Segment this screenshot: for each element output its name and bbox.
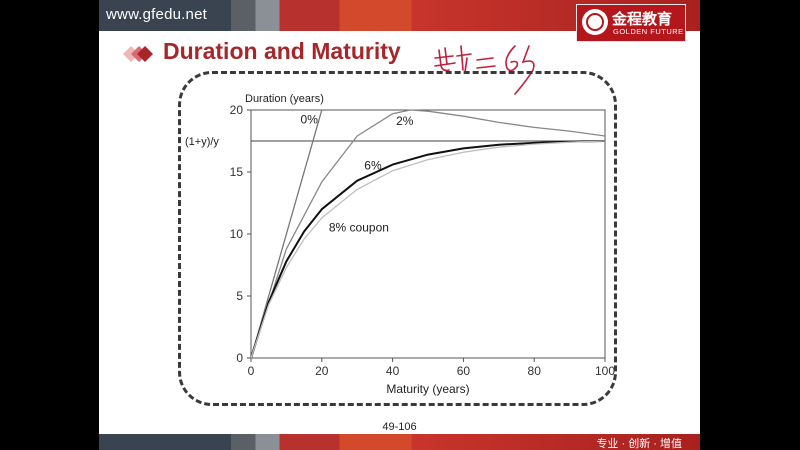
page-number: 49-106 <box>382 421 417 433</box>
y-tick-label: 0 <box>236 351 243 365</box>
series-label-1: 2% <box>396 114 414 128</box>
brand-logo: 金程教育 GOLDEN FUTURE <box>576 4 686 42</box>
series-line-2 <box>250 140 606 359</box>
y-tick-label: 20 <box>230 103 244 117</box>
bottom-banner: 专业 · 创新 · 增值 <box>99 434 700 450</box>
x-tick-label: 40 <box>386 364 400 378</box>
x-tick-label: 100 <box>595 364 615 378</box>
slide: www.gfedu.net 金程教育 GOLDEN FUTURE Duratio… <box>99 0 700 450</box>
series-line-3 <box>250 140 606 359</box>
logo-chinese-name: 金程教育 <box>612 11 673 28</box>
x-tick-label: 80 <box>528 364 542 378</box>
x-tick-label: 20 <box>315 364 329 378</box>
series-line-1 <box>250 109 606 359</box>
duration-maturity-chart: 0 20 40 60 80 100 0 5 10 15 20 (1+y)/y Duration (yea… <box>185 93 615 396</box>
logo-english-name: GOLDEN FUTURE <box>613 27 684 36</box>
logo-seal-icon <box>582 9 608 35</box>
chart-frame <box>178 71 617 406</box>
y-tick-label: 15 <box>230 165 244 179</box>
series-label-3: 8% coupon <box>329 221 389 235</box>
asymptote-label: (1+y)/y <box>185 136 219 148</box>
slide-title: Duration and Maturity <box>163 38 401 64</box>
handwritten-annotation <box>434 45 535 95</box>
x-axis-label: Maturity (years) <box>386 382 469 396</box>
x-tick-label: 0 <box>248 364 255 378</box>
series-label-0: 0% <box>301 113 319 127</box>
diamond-bullet-icon <box>123 46 153 62</box>
series-line-0 <box>250 109 323 359</box>
site-url[interactable]: www.gfedu.net <box>106 6 207 23</box>
series-label-2: 6% <box>364 159 382 173</box>
y-tick-label: 10 <box>230 227 244 241</box>
footer-slogan: 专业 · 创新 · 增值 <box>596 438 682 450</box>
y-axis-label: Duration (years) <box>245 93 324 105</box>
x-tick-label: 60 <box>457 364 471 378</box>
y-tick-label: 5 <box>236 289 243 303</box>
plot-area <box>250 109 606 359</box>
